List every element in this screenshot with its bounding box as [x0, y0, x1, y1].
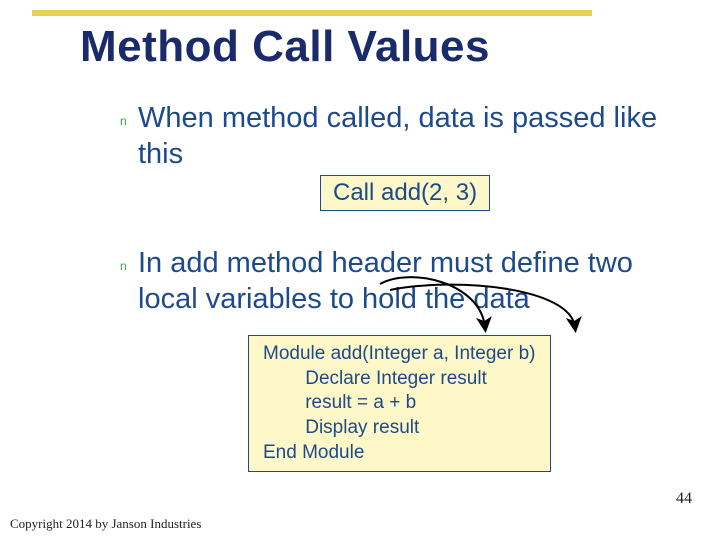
- copyright-footer: Copyright 2014 by Janson Industries: [10, 516, 201, 532]
- code-line: Module add(Integer a, Integer b): [263, 343, 536, 364]
- call-code-box: Call add(2, 3): [320, 175, 490, 211]
- list-item: n When method called, data is passed lik…: [138, 100, 693, 173]
- bullet-marker: n: [120, 114, 127, 128]
- code-line: result = a + b: [263, 392, 416, 413]
- page-number: 44: [676, 490, 692, 508]
- list-item: n In add method header must define two l…: [138, 245, 693, 318]
- module-code-box: Module add(Integer a, Integer b) Declare…: [248, 335, 551, 472]
- code-line: Display result: [263, 417, 419, 438]
- slide-title: Method Call Values: [80, 22, 490, 72]
- accent-bar: [32, 10, 592, 16]
- code-line: Declare Integer result: [263, 368, 487, 389]
- code-line: End Module: [263, 442, 364, 463]
- bullet-text: When method called, data is passed like …: [138, 100, 693, 173]
- bullet-list: n When method called, data is passed lik…: [138, 100, 693, 351]
- bullet-text: In add method header must define two loc…: [138, 245, 693, 318]
- bullet-marker: n: [120, 259, 127, 273]
